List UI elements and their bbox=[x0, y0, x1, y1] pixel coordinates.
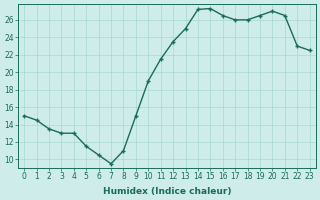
X-axis label: Humidex (Indice chaleur): Humidex (Indice chaleur) bbox=[103, 187, 231, 196]
